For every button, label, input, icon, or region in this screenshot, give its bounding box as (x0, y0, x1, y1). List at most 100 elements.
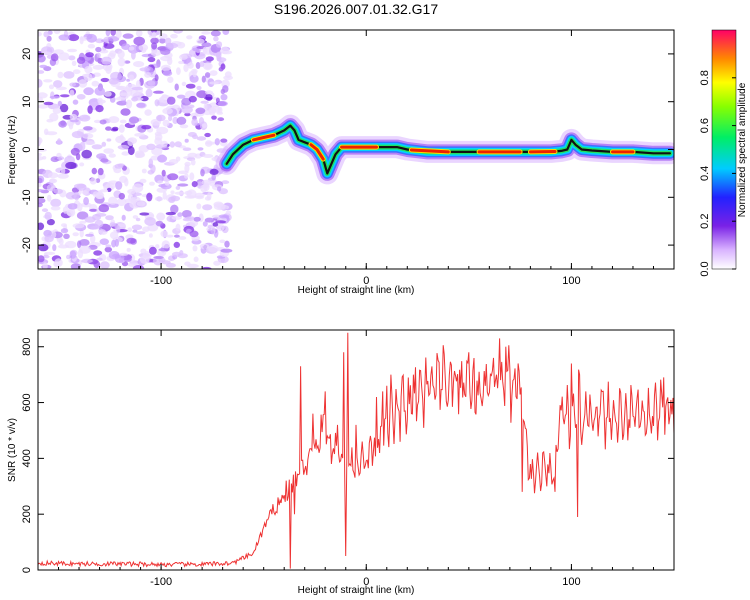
noise-blob (151, 31, 157, 39)
noise-blob (165, 211, 176, 216)
noise-blob (141, 168, 147, 174)
noise-blob (83, 126, 93, 131)
noise-blob (128, 193, 133, 201)
noise-blob (118, 252, 129, 256)
noise-blob (205, 90, 213, 95)
noise-blob (60, 94, 70, 98)
noise-blob (58, 34, 70, 41)
noise-blob (89, 177, 97, 185)
noise-blob (177, 183, 189, 187)
noise-blob (67, 203, 79, 210)
noise-blob (196, 38, 205, 44)
noise-blob (151, 42, 158, 50)
noise-blob (49, 178, 58, 184)
noise-blob (184, 261, 191, 266)
noise-blob (153, 255, 164, 259)
noise-blob (38, 175, 45, 184)
noise-blob (79, 36, 84, 45)
noise-blob (92, 64, 105, 70)
noise-blob (57, 71, 64, 79)
ridge-hot-red (409, 148, 450, 154)
noise-blob (117, 86, 124, 91)
noise-blob (79, 162, 85, 167)
noise-blob (120, 92, 129, 97)
noise-blob (127, 188, 136, 195)
noise-blob (201, 75, 206, 83)
noise-blob (127, 138, 134, 147)
noise-blob (168, 115, 173, 122)
noise-blob (93, 119, 102, 124)
noise-blob (160, 64, 171, 72)
noise-blob (77, 202, 83, 212)
noise-blob (70, 263, 81, 269)
noise-blob (38, 137, 42, 146)
noise-blob (156, 212, 166, 221)
noise-blob (208, 230, 215, 235)
noise-blob (179, 54, 188, 60)
noise-blob (155, 114, 166, 122)
noise-blob (81, 258, 93, 264)
noise-blob (184, 138, 189, 143)
noise-blob (174, 141, 182, 148)
noise-blob (174, 83, 179, 91)
noise-blob (53, 30, 61, 35)
noise-blob (196, 90, 208, 99)
noise-blob (146, 143, 156, 150)
noise-blob (89, 208, 98, 212)
noise-blob (213, 36, 219, 42)
noise-blob (189, 230, 199, 238)
noise-blob (192, 47, 198, 52)
noise-blob (126, 247, 131, 252)
noise-blob (100, 77, 110, 83)
noise-blob (38, 156, 44, 161)
noise-blob (115, 135, 126, 144)
noise-blob (133, 36, 145, 46)
spectrogram-ytick-label: -10 (21, 189, 33, 205)
noise-blob (138, 44, 149, 52)
noise-blob (111, 239, 117, 248)
noise-blob (177, 212, 183, 217)
noise-blob (68, 122, 74, 130)
noise-blob (142, 226, 150, 232)
noise-blob (162, 70, 173, 77)
noise-blob (38, 243, 49, 252)
noise-blob (105, 215, 114, 221)
noise-blob (132, 265, 145, 269)
noise-blob (220, 46, 230, 55)
noise-blob (124, 198, 131, 203)
noise-blob (109, 50, 117, 57)
noise-blob (125, 99, 133, 109)
noise-blob (98, 204, 110, 213)
noise-blob (57, 156, 65, 161)
noise-blob (220, 248, 233, 253)
noise-blob (161, 260, 171, 265)
noise-blob (149, 181, 155, 186)
noise-blob (144, 217, 156, 226)
noise-blob (69, 82, 76, 87)
noise-blob (101, 141, 107, 147)
noise-blob (216, 223, 225, 232)
noise-blob (60, 228, 69, 234)
noise-blob (193, 256, 199, 263)
colorbar-tick-label: 0.8 (699, 70, 711, 85)
spectrogram-ylabel: Frequency (Hz) (7, 116, 18, 185)
noise-blob (84, 65, 93, 74)
noise-blob (187, 152, 198, 158)
noise-blob (43, 101, 54, 106)
noise-blob (58, 120, 67, 128)
noise-blob (174, 234, 180, 238)
noise-blob (170, 195, 181, 202)
noise-blob (200, 100, 209, 104)
noise-blob (127, 227, 133, 232)
noise-blob (91, 80, 100, 87)
noise-blob (174, 191, 185, 195)
noise-blob (96, 52, 101, 58)
noise-blob (168, 159, 179, 165)
noise-blob (167, 76, 174, 83)
noise-blob (108, 153, 116, 158)
noise-blob (117, 223, 126, 228)
noise-blob (39, 64, 48, 69)
noise-blob (122, 33, 134, 39)
colorbar-tick-label: 0.6 (699, 118, 711, 133)
